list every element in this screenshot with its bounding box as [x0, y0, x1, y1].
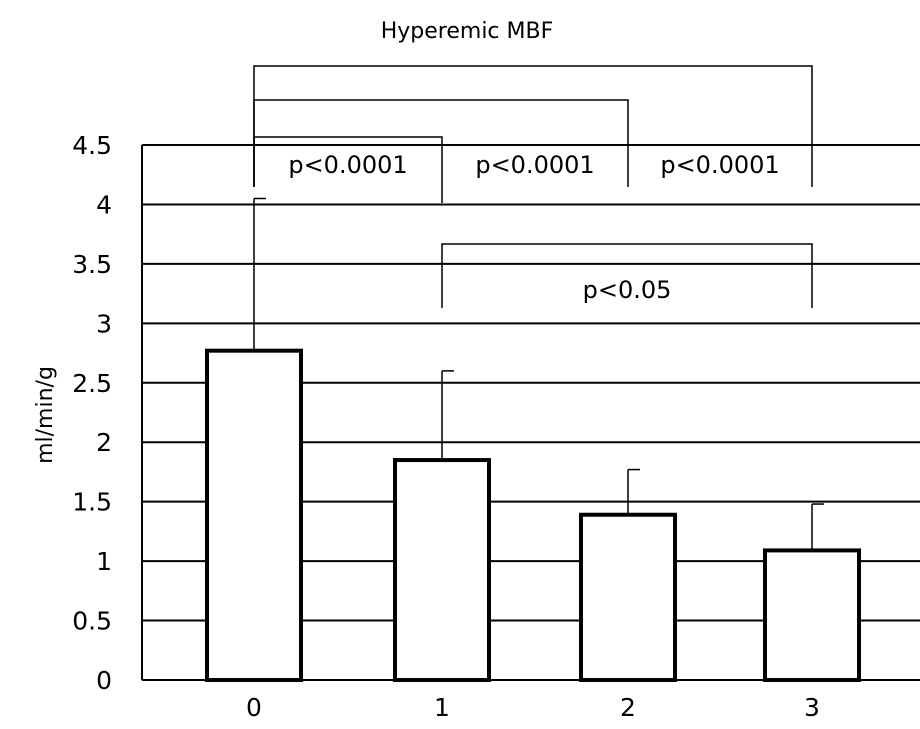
y-tick-label: 0.5 [72, 607, 112, 636]
error-bar-layer [253, 197, 824, 551]
x-tick-label: 0 [246, 693, 262, 722]
bar-layer [205, 348, 861, 683]
significance-label: p<0.0001 [475, 151, 594, 179]
significance-bracket [253, 65, 813, 187]
significance-label: p<0.0001 [288, 151, 407, 179]
bar [579, 512, 677, 682]
x-tick-label: 1 [434, 693, 450, 722]
bar [393, 458, 491, 682]
y-tick-label: 1.5 [72, 488, 112, 517]
label-layer: 0 0.5 1 1.5 2 2.5 3 3.5 4 4.5 0 1 2 3 [72, 131, 820, 722]
chart-title: Hyperemic MBF [381, 19, 554, 44]
significance-bracket [441, 243, 813, 308]
bar [763, 548, 861, 683]
significance-layer: p<0.0001 p<0.0001 p<0.0001 p<0.05 [253, 65, 813, 308]
y-axis-label: ml/min/g [33, 366, 58, 464]
y-tick-label: 2 [96, 428, 112, 457]
significance-label: p<0.0001 [660, 151, 779, 179]
y-tick-label: 4 [96, 190, 112, 219]
bar [205, 348, 303, 682]
y-tick-label: 2.5 [72, 369, 112, 398]
y-tick-label: 1 [96, 547, 112, 576]
y-tick-label: 4.5 [72, 131, 112, 160]
y-tick-label: 0 [96, 666, 112, 695]
x-tick-label: 2 [620, 693, 636, 722]
y-tick-label: 3 [96, 309, 112, 338]
significance-label: p<0.05 [583, 276, 672, 304]
x-tick-label: 3 [804, 693, 820, 722]
y-tick-label: 3.5 [72, 250, 112, 279]
